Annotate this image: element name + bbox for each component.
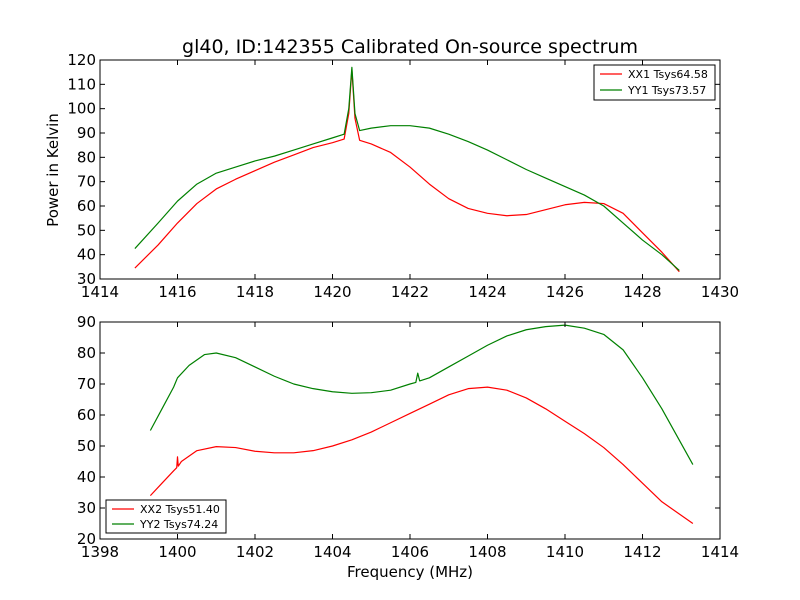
top-ticks-layer: 1414 1416 1418 1420 1422 1424 1426 1428 1430 30 40… (67, 51, 739, 301)
top-x-tick-label: 1416 (158, 283, 196, 301)
bottom-spectrum-panel: 1398 1400 1402 1404 1406 1408 1410 1412 1414 20 30… (77, 313, 739, 561)
top-x-tick-label: 1426 (546, 283, 584, 301)
legend-label-yy1: YY1 Tsys73.57 (627, 84, 706, 97)
top-series-line-yy (134, 66, 680, 271)
bottom-x-tick-label: 1400 (158, 543, 196, 561)
top-x-tick-label: 1430 (701, 283, 739, 301)
top-y-tick-label: 100 (67, 100, 96, 118)
top-y-tick-label: 110 (67, 75, 96, 93)
bottom-y-tick-label: 40 (77, 468, 96, 486)
top-x-tick-label: 1418 (236, 283, 274, 301)
top-spectrum-panel: 1414 1416 1418 1420 1422 1424 1426 1428 1430 30 40… (67, 51, 739, 301)
bottom-legend: XX2 Tsys51.40 YY2 Tsys74.24 (105, 499, 227, 534)
bottom-series-layer (149, 324, 694, 524)
bottom-y-tick-label: 60 (77, 406, 96, 424)
top-y-tick-label: 70 (77, 173, 96, 191)
figure-title: gl40, ID:142355 Calibrated On-source spe… (182, 36, 638, 58)
legend-label-xx2: XX2 Tsys51.40 (140, 503, 220, 516)
bottom-x-tick-label: 1406 (391, 543, 429, 561)
top-legend-box (593, 64, 716, 101)
legend-label-xx1: XX1 Tsys64.58 (628, 68, 708, 81)
top-x-tick-label: 1428 (623, 283, 661, 301)
top-y-tick-label: 30 (77, 270, 96, 288)
x-axis-label: Frequency (MHz) (347, 563, 473, 581)
bottom-x-tick-label: 1398 (81, 543, 119, 561)
top-x-tick-label: 1414 (81, 283, 119, 301)
bottom-x-tick-label: 1408 (468, 543, 506, 561)
bottom-legend-box (105, 499, 227, 534)
top-series-layer (134, 66, 680, 273)
bottom-y-tick-label: 20 (77, 530, 96, 548)
bottom-y-tick-label: 80 (77, 344, 96, 362)
bottom-y-tick-label: 90 (77, 313, 96, 331)
bottom-y-tick-label: 30 (77, 499, 96, 517)
top-x-tick-label: 1420 (313, 283, 351, 301)
bottom-x-tick-label: 1410 (546, 543, 584, 561)
bottom-series-line-xx (149, 386, 694, 524)
bottom-x-tick-label: 1404 (313, 543, 351, 561)
top-series-line-xx (134, 69, 680, 273)
top-y-tick-label: 50 (77, 221, 96, 239)
legend-label-yy2: YY2 Tsys74.24 (139, 518, 218, 531)
top-x-tick-label: 1424 (468, 283, 506, 301)
top-y-tick-label: 40 (77, 246, 96, 264)
bottom-ticks-layer: 1398 1400 1402 1404 1406 1408 1410 1412 1414 20 30… (77, 313, 739, 561)
bottom-y-tick-label: 70 (77, 375, 96, 393)
bottom-series-line-yy (149, 324, 694, 465)
top-y-tick-label: 90 (77, 124, 96, 142)
bottom-x-tick-label: 1414 (701, 543, 739, 561)
y-axis-label: Power in Kelvin (44, 113, 62, 227)
bottom-y-tick-label: 50 (77, 437, 96, 455)
bottom-x-tick-label: 1412 (623, 543, 661, 561)
top-x-tick-label: 1422 (391, 283, 429, 301)
top-y-tick-label: 80 (77, 148, 96, 166)
top-y-tick-label: 60 (77, 197, 96, 215)
top-y-tick-label: 120 (67, 51, 96, 69)
top-legend: XX1 Tsys64.58 YY1 Tsys73.57 (593, 64, 716, 101)
bottom-x-tick-label: 1402 (236, 543, 274, 561)
